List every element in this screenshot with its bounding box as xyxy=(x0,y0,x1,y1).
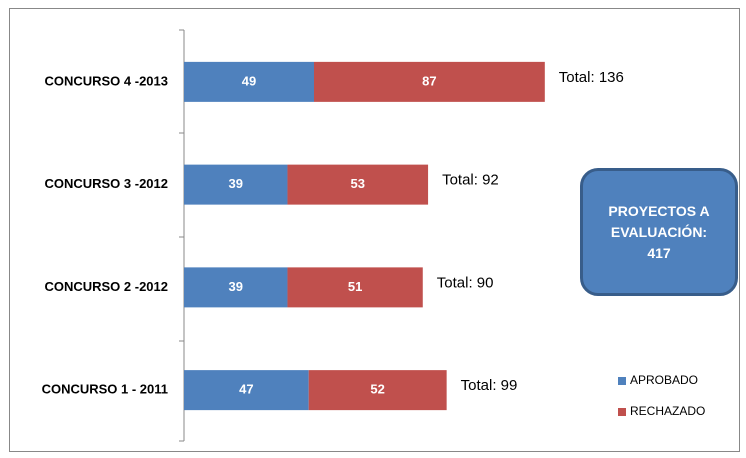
category-label: CONCURSO 4 -2013 xyxy=(44,73,168,88)
value-label: 47 xyxy=(239,382,253,397)
value-label: 53 xyxy=(351,176,365,191)
legend-label: RECHAZADO xyxy=(630,404,705,418)
total-label: Total: 136 xyxy=(559,69,624,86)
bar-segment xyxy=(313,61,545,102)
total-label: Total: 90 xyxy=(437,274,494,291)
bar-segment xyxy=(308,370,447,411)
bar-segment xyxy=(287,164,429,205)
summary-box: PROYECTOS A EVALUACIÓN: 417 xyxy=(580,168,738,296)
category-label: CONCURSO 3 -2012 xyxy=(44,176,168,191)
value-label: 49 xyxy=(242,73,256,88)
bar-segment xyxy=(287,267,423,308)
bar-segment xyxy=(184,267,288,308)
total-label: Total: 92 xyxy=(442,172,499,189)
value-label: 51 xyxy=(348,279,362,294)
value-label: 39 xyxy=(228,279,242,294)
bar-segment xyxy=(184,164,288,205)
legend-swatch xyxy=(618,408,626,416)
value-label: 39 xyxy=(228,176,242,191)
bar-segment xyxy=(184,61,314,102)
legend-label: APROBADO xyxy=(630,373,698,387)
category-label: CONCURSO 1 - 2011 xyxy=(42,382,168,397)
total-label: Total: 99 xyxy=(461,377,518,394)
category-label: CONCURSO 2 -2012 xyxy=(44,279,168,294)
legend-swatch xyxy=(618,377,626,385)
value-label: 87 xyxy=(422,73,436,88)
value-label: 52 xyxy=(370,382,384,397)
bar-segment xyxy=(184,370,309,411)
